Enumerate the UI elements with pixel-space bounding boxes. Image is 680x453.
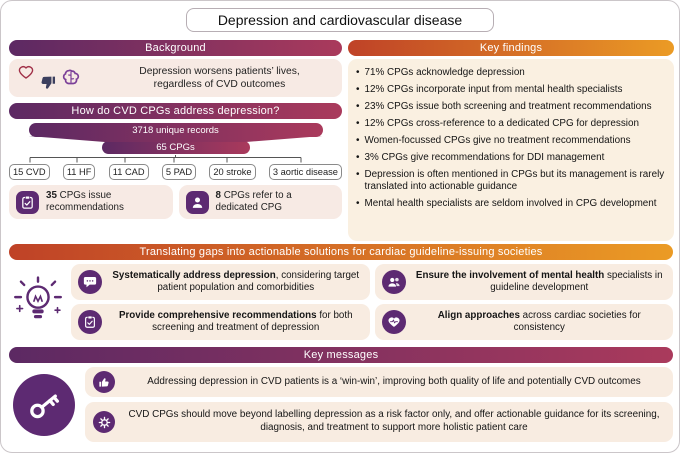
cpg-section-header: How do CVD CPGs address depression? [9, 103, 342, 119]
key-messages-list: Addressing depression in CVD patients is… [85, 367, 673, 442]
background-section-header: Background [9, 40, 342, 56]
finding-item: 23% CPGs issue both screening and treatm… [356, 101, 666, 113]
solution-text: Align approaches across cardiac societie… [437, 309, 641, 333]
background-text-line2: regardless of CVD outcomes [153, 79, 286, 90]
solution-text: Ensure the involvement of mental health … [415, 269, 663, 293]
right-column: Key findings 71% CPGs acknowledge depres… [348, 40, 674, 241]
heart-icon [18, 66, 34, 79]
stat-text: 8 CPGs refer to a dedicated CPG [215, 190, 292, 214]
solution-align-approaches: Align approaches across cardiac societie… [374, 304, 673, 340]
cpg-stat-row: 35 CPGs issue recommendations 8 CPGs ref… [9, 185, 342, 220]
category-box-pad: 5 PAD [161, 164, 197, 180]
person-icon [185, 190, 209, 214]
finding-item: 12% CPGs incorporate input from mental h… [356, 84, 666, 96]
finding-item: 3% CPGs give recommendations for DDI man… [356, 152, 666, 164]
thumbs-down-icon [41, 76, 56, 89]
key-messages-header: Key messages [9, 347, 673, 363]
key-icon [13, 373, 75, 436]
records-funnel: 3718 unique records 65 CPGs [9, 123, 342, 154]
stat-box-dedicated-cpg: 8 CPGs refer to a dedicated CPG [178, 185, 342, 220]
finding-item: 71% CPGs acknowledge depression [356, 67, 666, 79]
message-text: Addressing depression in CVD patients is… [147, 375, 641, 387]
category-box-aortic: 3 aortic disease [268, 164, 342, 180]
speech-bubble-icon [78, 270, 102, 294]
background-text: Depression worsens patients’ lives, rega… [105, 65, 334, 91]
key-findings-header: Key findings [348, 40, 674, 56]
heart-pulse-icon [381, 310, 406, 334]
solutions-grid: Systematically address depression, consi… [71, 264, 673, 340]
message-actionable-guidance: CVD CPGs should move beyond labelling de… [85, 402, 673, 442]
cpg-category-row: 15 CVD 11 HF 11 CAD 5 PAD 20 stroke 3 ao… [9, 164, 342, 180]
message-win-win: Addressing depression in CVD patients is… [85, 367, 673, 397]
solution-mental-health-specialists: Ensure the involvement of mental health … [374, 264, 673, 300]
people-icon [381, 270, 406, 294]
funnel-bracket [29, 155, 302, 163]
solutions-section: Translating gaps into actionable solutio… [9, 244, 673, 340]
solutions-header: Translating gaps into actionable solutio… [9, 244, 673, 260]
solution-comprehensive-recommendations: Provide comprehensive recommendations fo… [71, 304, 370, 340]
left-column: Background Depression worsens patients’ … [9, 40, 342, 220]
funnel-unique-records: 3718 unique records [28, 123, 323, 137]
lightbulb-icon [9, 276, 67, 328]
finding-item: 12% CPGs cross-reference to a dedicated … [356, 118, 666, 130]
gear-icon [93, 411, 115, 433]
stat-box-recommendations: 35 CPGs issue recommendations [9, 185, 173, 220]
clipboard-check-icon [16, 190, 39, 214]
category-box-stroke: 20 stroke [209, 164, 256, 180]
finding-item: Women-focussed CPGs give no treatment re… [356, 135, 666, 147]
message-text: CVD CPGs should move beyond labelling de… [128, 409, 660, 433]
thumbs-up-icon [93, 371, 115, 393]
solution-text: Provide comprehensive recommendations fo… [118, 309, 353, 333]
category-box-hf: 11 HF [62, 164, 96, 180]
key-messages-section: Key messages [9, 347, 673, 442]
finding-item: Mental health specialists are seldom inv… [356, 198, 666, 210]
solution-address-depression: Systematically address depression, consi… [71, 264, 370, 300]
clipboard-check-icon [78, 310, 102, 334]
background-icons [17, 63, 105, 93]
key-findings-panel: 71% CPGs acknowledge depression 12% CPGs… [348, 59, 674, 241]
finding-item: Depression is often mentioned in CPGs bu… [356, 169, 666, 193]
stat-text: 35 CPGs issue recommendations [46, 190, 124, 214]
brain-icon [62, 69, 80, 85]
background-text-line1: Depression worsens patients’ lives, [139, 65, 300, 77]
category-box-cad: 11 CAD [108, 164, 149, 180]
funnel-cpg-count: 65 CPGs [101, 141, 250, 154]
funnel-neck [28, 136, 323, 142]
background-panel: Depression worsens patients’ lives, rega… [9, 59, 342, 97]
category-box-cvd: 15 CVD [9, 164, 50, 180]
solution-text: Systematically address depression, consi… [112, 269, 360, 293]
page-title: Depression and cardiovascular disease [186, 8, 494, 32]
